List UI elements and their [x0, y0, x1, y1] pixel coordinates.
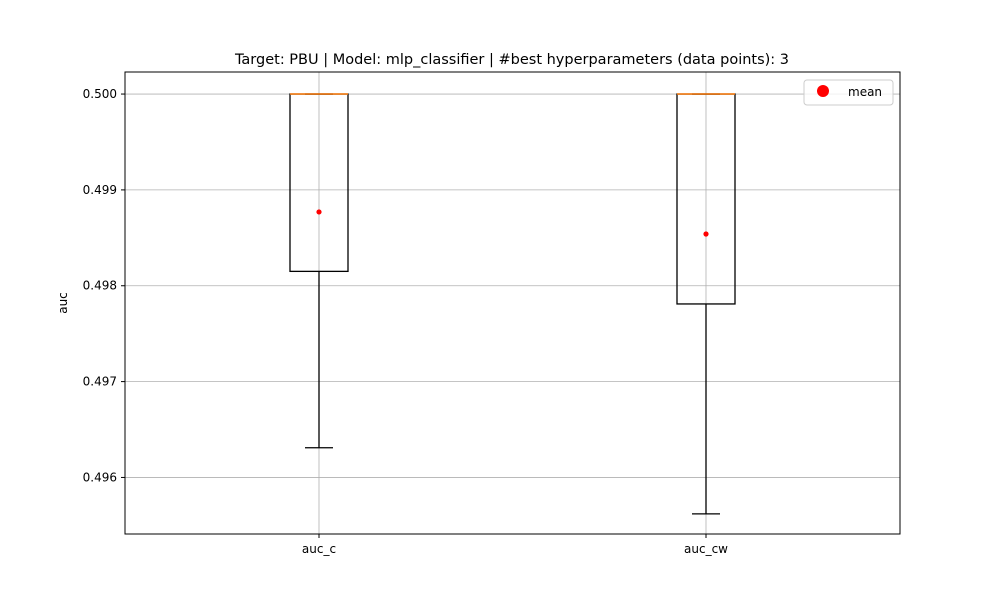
- legend: mean: [803, 79, 894, 106]
- y-tick-label: 0.499: [83, 183, 117, 197]
- y-tick-label: 0.496: [83, 470, 117, 484]
- y-tick-label: 0.498: [83, 279, 117, 293]
- y-tick-label: 0.497: [83, 375, 117, 389]
- y-tick-label: 0.500: [83, 87, 117, 101]
- legend-mean-label: mean: [848, 85, 882, 99]
- axis-layer: 0.496 0.497 0.498 0.499 0.500 auc_c auc_cw: [83, 87, 729, 556]
- chart-title: Target: PBU | Model: mlp_classifier | #b…: [234, 52, 789, 68]
- x-tick-label: auc_c: [302, 542, 336, 556]
- legend-mean-marker: [817, 85, 829, 97]
- y-axis-label: auc: [56, 292, 70, 314]
- mean-point: [703, 231, 709, 237]
- mean-point: [316, 209, 322, 215]
- plot-frame: [124, 71, 901, 535]
- box-layer: [289, 93, 736, 515]
- x-tick-label: auc_cw: [684, 542, 728, 556]
